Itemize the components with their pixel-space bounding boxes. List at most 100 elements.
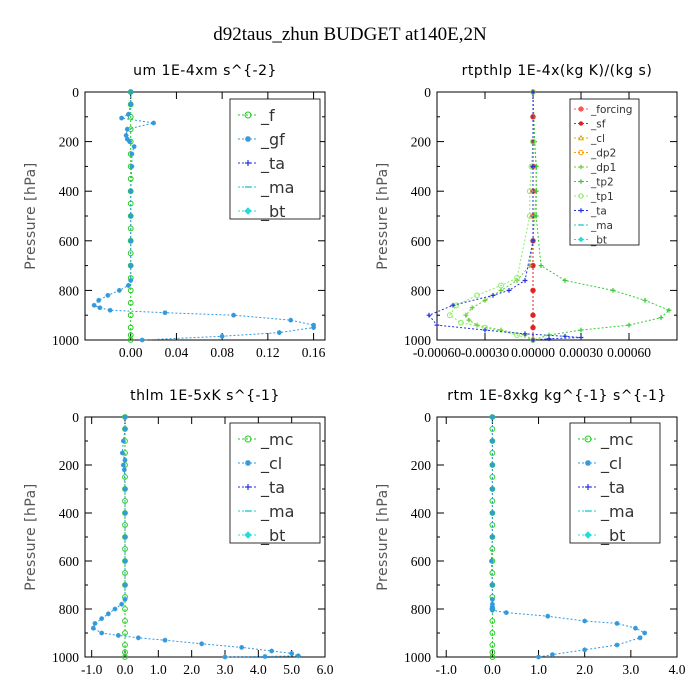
y-tick-label: 200 — [411, 458, 432, 473]
data-point — [489, 582, 495, 588]
series-group — [90, 414, 301, 660]
data-point — [295, 653, 301, 659]
data-point — [99, 630, 105, 636]
data-point — [231, 312, 236, 318]
legend-label: _mc — [600, 430, 633, 450]
panel-title: rtpthlp 1E-4x(kg K)/(kg s) — [462, 63, 653, 79]
data-point — [514, 275, 520, 281]
legend-marker — [244, 111, 252, 119]
data-point — [466, 317, 472, 323]
data-point — [131, 144, 137, 149]
panel-title: thlm 1E-5xK s^{-1} — [130, 388, 280, 404]
data-point — [642, 630, 648, 636]
data-point — [120, 438, 126, 444]
data-point — [526, 213, 533, 219]
legend-label: _mc — [260, 430, 293, 450]
plot-frame — [436, 91, 678, 341]
data-point — [463, 312, 469, 318]
data-point — [126, 283, 131, 288]
legend: _mc _cl _ta _ma _bt — [229, 422, 321, 546]
y-tick-label: 600 — [59, 554, 80, 569]
legend-box — [229, 422, 321, 544]
data-point — [489, 642, 496, 648]
legend-label: _cl — [590, 133, 605, 145]
data-point — [122, 426, 128, 432]
data-point — [122, 474, 128, 480]
legend-label: _bt — [590, 235, 607, 247]
x-tick-label: -1.0 — [436, 662, 458, 677]
data-point — [578, 327, 584, 333]
y-tick-label: 600 — [411, 234, 432, 249]
data-point — [128, 238, 134, 244]
data-point — [450, 302, 456, 308]
data-point — [642, 297, 648, 303]
data-point — [458, 319, 464, 326]
x-tick-label: 5.0 — [283, 662, 300, 677]
data-point — [127, 299, 134, 306]
y-tick-label: 200 — [411, 135, 432, 150]
data-point — [489, 414, 495, 420]
data-point — [122, 570, 128, 576]
data-point — [489, 654, 496, 660]
legend-label: _dp2 — [590, 148, 616, 160]
x-tick-label: 4.0 — [250, 662, 267, 677]
data-point — [434, 322, 440, 328]
panel-3: thlm 1E-5xK s^{-1} Pressure [hPa] 0 200 400 6… — [23, 388, 334, 677]
y-tick-label: 1000 — [52, 650, 79, 665]
data-point — [122, 510, 128, 516]
legend-marker — [244, 531, 252, 539]
data-point — [119, 601, 125, 607]
y-axis-label: Pressure [hPa] — [23, 483, 39, 590]
data-point — [626, 322, 632, 328]
data-point — [199, 641, 205, 647]
data-point — [91, 302, 97, 308]
x-tick-label: 6.0 — [317, 662, 334, 677]
data-point — [469, 305, 475, 311]
data-point — [122, 558, 128, 564]
data-point — [92, 621, 98, 626]
legend-marker — [578, 208, 584, 213]
data-point — [637, 635, 643, 641]
y-tick-label: 800 — [59, 602, 80, 617]
data-point — [311, 325, 316, 330]
legend-marker — [577, 134, 585, 141]
legend-label: _ta — [260, 154, 285, 174]
y-tick-label: 0 — [424, 410, 431, 425]
legend-label: _ma — [260, 178, 294, 198]
data-point — [124, 126, 130, 132]
chart-panels: um 1E-4xm s^{-2} Pressure [hPa] 0 200 400 600… — [23, 63, 686, 677]
data-point — [489, 534, 495, 540]
data-point — [127, 312, 134, 319]
legend-marker — [585, 484, 591, 490]
legend-marker — [245, 460, 251, 466]
legend-marker — [578, 164, 584, 170]
data-point — [545, 613, 551, 619]
data-point — [530, 238, 536, 244]
data-point — [119, 115, 124, 121]
legend: _mc _cl _ta _ma _bt — [569, 422, 661, 546]
legend-marker — [245, 160, 251, 166]
data-point — [530, 164, 536, 169]
legend-label: _dp1 — [590, 162, 616, 174]
series-line-ta — [428, 92, 582, 341]
legend-marker — [578, 179, 584, 184]
data-point — [116, 288, 122, 293]
data-point — [489, 558, 494, 564]
data-point — [276, 330, 282, 335]
data-point — [489, 597, 495, 602]
y-tick-label: 800 — [411, 602, 432, 617]
y-tick-label: 200 — [59, 135, 80, 150]
legend-label: _tp2 — [590, 177, 614, 189]
data-point — [489, 607, 495, 613]
legend-label: _forcing — [590, 104, 632, 116]
data-point — [530, 288, 536, 293]
data-point — [288, 317, 294, 323]
data-point — [289, 651, 295, 656]
x-tick-label: 2.0 — [183, 662, 200, 677]
panel-1: um 1E-4xm s^{-2} Pressure [hPa] 0 200 400 600… — [23, 63, 326, 360]
data-point — [262, 654, 268, 659]
y-tick-label: 400 — [59, 506, 80, 521]
data-point — [522, 278, 528, 283]
data-point — [123, 133, 129, 138]
